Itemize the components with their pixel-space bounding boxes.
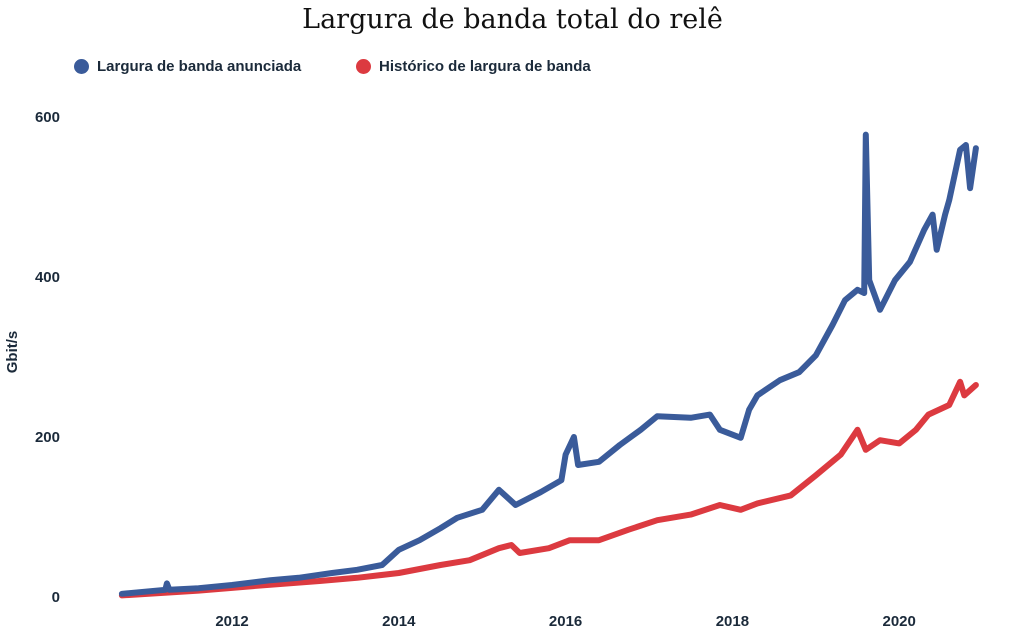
legend-label: Largura de banda anunciada bbox=[97, 58, 302, 75]
chart-title: Largura de banda total do relê bbox=[302, 4, 723, 35]
legend-item-history: Histórico de largura de banda bbox=[356, 58, 591, 75]
x-tick-label: 2018 bbox=[716, 613, 749, 630]
x-tick-label: 2016 bbox=[549, 613, 582, 630]
x-tick-label: 2012 bbox=[215, 613, 248, 630]
y-axis-label: Gbit/s bbox=[4, 331, 21, 374]
y-tick-label: 200 bbox=[35, 429, 60, 446]
legend-item-advertised: Largura de banda anunciada bbox=[74, 58, 301, 75]
legend-swatch-red bbox=[356, 59, 371, 74]
y-tick-label: 600 bbox=[35, 109, 60, 126]
legend-label: Histórico de largura de banda bbox=[379, 58, 591, 75]
x-tick-label: 2014 bbox=[382, 613, 416, 630]
legend-swatch-blue bbox=[74, 59, 89, 74]
x-tick-label: 2020 bbox=[883, 613, 916, 630]
series-line bbox=[118, 131, 979, 597]
series-line bbox=[118, 378, 979, 599]
y-tick-label: 400 bbox=[35, 269, 60, 286]
y-tick-label: 0 bbox=[52, 589, 60, 606]
